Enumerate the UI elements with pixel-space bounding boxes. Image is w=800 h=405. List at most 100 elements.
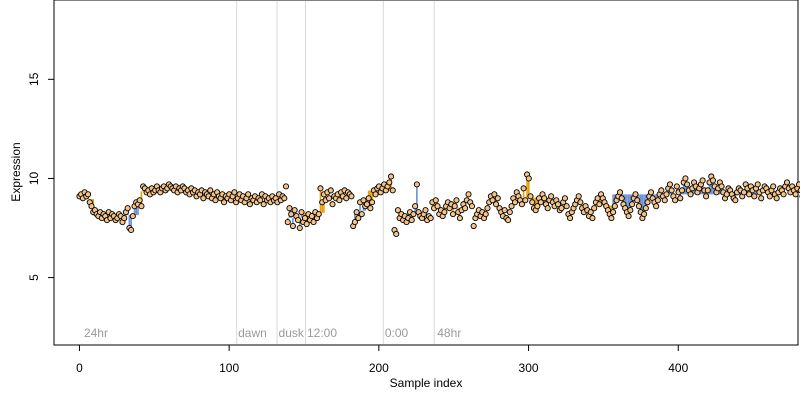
data-point	[349, 194, 354, 199]
data-point	[549, 194, 554, 199]
data-point	[703, 194, 708, 199]
data-point	[485, 206, 490, 211]
data-point	[295, 217, 300, 222]
data-point	[452, 204, 457, 209]
data-point	[130, 214, 135, 219]
data-point	[659, 188, 664, 193]
data-point	[672, 198, 677, 203]
data-point	[719, 184, 724, 189]
data-point	[506, 217, 511, 222]
data-point	[629, 202, 634, 207]
data-point	[409, 217, 414, 222]
data-point	[318, 186, 323, 191]
data-point	[759, 196, 764, 201]
data-point	[542, 196, 547, 201]
data-point	[530, 200, 535, 205]
x-tick-label: 400	[668, 361, 688, 375]
data-point	[688, 192, 693, 197]
data-point	[619, 196, 624, 201]
data-point	[679, 188, 684, 193]
data-point	[450, 212, 455, 217]
annotation-label: 0:00	[385, 326, 409, 340]
data-point	[285, 219, 290, 224]
data-point	[567, 216, 572, 221]
y-tick-label: 15	[27, 72, 41, 86]
data-point	[466, 192, 471, 197]
data-point	[705, 188, 710, 193]
data-point	[642, 212, 647, 217]
data-point	[139, 204, 144, 209]
data-point	[781, 192, 786, 197]
data-point	[454, 198, 459, 203]
data-point	[469, 204, 474, 209]
data-point	[578, 200, 583, 205]
data-point	[796, 182, 800, 187]
data-point	[85, 192, 90, 197]
data-point	[394, 231, 399, 236]
annotation-label: dawn	[238, 326, 267, 340]
data-point	[330, 202, 335, 207]
data-point	[354, 210, 359, 215]
data-point	[678, 196, 683, 201]
data-point	[411, 212, 416, 217]
data-point	[755, 182, 760, 187]
x-tick-label: 0	[76, 361, 83, 375]
x-tick-label: 100	[219, 361, 239, 375]
data-point	[128, 227, 133, 232]
data-point	[683, 176, 688, 181]
y-tick-label: 10	[27, 171, 41, 185]
plot-frame	[54, 0, 798, 345]
data-point	[297, 225, 302, 230]
annotation-lines	[237, 1, 435, 344]
data-point	[592, 206, 597, 211]
data-point	[283, 184, 288, 189]
data-point	[545, 206, 550, 211]
data-point	[562, 196, 567, 201]
data-point	[685, 182, 690, 187]
data-point	[328, 188, 333, 193]
data-point	[423, 208, 428, 213]
data-point	[390, 188, 395, 193]
data-point	[387, 180, 392, 185]
y-axis: 5 10 15	[27, 72, 54, 281]
data-point	[483, 212, 488, 217]
data-point	[125, 206, 130, 211]
x-axis-label: Sample index	[390, 376, 463, 390]
data-point	[628, 208, 633, 213]
data-point	[232, 190, 237, 195]
data-point	[368, 206, 373, 211]
data-point	[471, 223, 476, 228]
data-point	[669, 188, 674, 193]
data-point	[633, 192, 638, 197]
data-point	[784, 180, 789, 185]
data-point	[507, 210, 512, 215]
data-point	[388, 174, 393, 179]
data-point	[733, 198, 738, 203]
data-point	[667, 182, 672, 187]
data-point	[290, 223, 295, 228]
data-point	[521, 186, 526, 191]
data-point	[433, 198, 438, 203]
data-point	[576, 194, 581, 199]
data-point	[626, 214, 631, 219]
data-point	[648, 190, 653, 195]
data-point	[645, 200, 650, 205]
y-axis-label: Expression	[9, 142, 23, 201]
data-point	[752, 194, 757, 199]
data-points	[77, 172, 800, 237]
data-point	[674, 184, 679, 189]
data-point	[597, 202, 602, 207]
data-point	[359, 212, 364, 217]
data-point	[373, 192, 378, 197]
y-tick-label: 5	[27, 274, 41, 281]
data-point	[462, 206, 467, 211]
data-point	[292, 208, 297, 213]
data-point	[636, 204, 641, 209]
data-point	[457, 216, 462, 221]
data-point	[793, 192, 798, 197]
data-point	[299, 210, 304, 215]
data-point	[526, 176, 531, 181]
